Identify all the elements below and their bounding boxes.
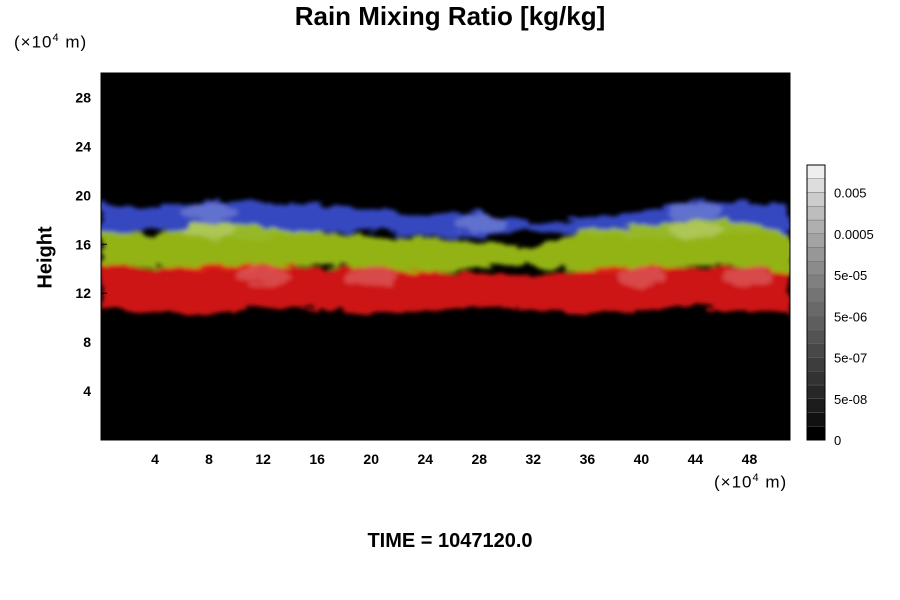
colorbar-tick-label: 0.0005 <box>834 227 874 242</box>
colorbar-tick-label: 5e-05 <box>834 268 867 283</box>
colorbar-tick-label: 5e-07 <box>834 351 867 366</box>
x-tick-label: 44 <box>688 451 704 467</box>
colorbar-cell <box>806 316 826 331</box>
rain-band-highlight <box>183 202 236 221</box>
y-tick-label: 20 <box>75 187 91 203</box>
colorbar-cell <box>806 192 826 207</box>
colorbar-cell <box>806 398 826 413</box>
colorbar-cell <box>806 288 826 303</box>
rain-band-highlight <box>453 214 506 233</box>
rain-field <box>101 200 790 315</box>
x-unit-exponent: 4 <box>752 472 760 484</box>
y-unit-prefix: (×10 <box>14 32 53 52</box>
x-tick-label: 32 <box>526 451 542 467</box>
y-unit-exponent: 4 <box>52 32 60 44</box>
colorbar-frame <box>806 164 826 441</box>
rain-band-highlight <box>183 221 236 240</box>
rain-band-highlight <box>237 265 290 284</box>
x-tick-label: 20 <box>363 451 379 467</box>
plot-area <box>101 73 790 440</box>
colorbar-cell <box>806 274 826 289</box>
colorbar-cell <box>806 357 826 372</box>
plot-frame <box>100 72 791 441</box>
time-label: TIME = 1047120.0 <box>367 530 533 552</box>
colorbar-cell <box>806 164 826 179</box>
colorbar-cell <box>806 247 826 262</box>
x-tick-label: 8 <box>205 451 213 467</box>
colorbar-tick-label: 0 <box>834 433 841 448</box>
x-unit-suffix: m) <box>759 472 788 492</box>
rain-band-highlight <box>669 221 722 240</box>
y-tick-label: 12 <box>75 285 91 301</box>
colorbar: 0 5e-08 5e-07 5e-06 5e-05 0.0005 0.005 <box>806 164 874 448</box>
colorbar-cell <box>806 371 826 386</box>
colorbar-cell <box>806 343 826 358</box>
x-tick-label: 24 <box>417 451 433 467</box>
colorbar-cell <box>806 219 826 234</box>
rain-band-yellow-green <box>101 219 790 273</box>
y-tick-label: 24 <box>75 138 91 154</box>
x-tick-label: 16 <box>309 451 325 467</box>
rain-band-highlight <box>723 268 776 287</box>
x-tick-label: 12 <box>255 451 271 467</box>
colorbar-cell <box>806 178 826 193</box>
rain-field-filtered <box>101 200 790 315</box>
y-tick-label: 4 <box>83 383 91 399</box>
colorbar-tick-label: 5e-08 <box>834 392 867 407</box>
y-tick-label: 28 <box>75 89 91 105</box>
x-tick-label: 48 <box>742 451 758 467</box>
colorbar-tick-label: 5e-06 <box>834 309 867 324</box>
y-tick-label: 8 <box>83 334 91 350</box>
colorbar-cell <box>806 233 826 248</box>
colorbar-cell <box>806 412 826 427</box>
x-tick-label: 36 <box>580 451 596 467</box>
x-tick-label: 4 <box>151 451 159 467</box>
rain-band-highlight <box>669 202 722 221</box>
colorbar-cell <box>806 384 826 399</box>
colorbar-cell <box>806 206 826 221</box>
chart-title: Rain Mixing Ratio [kg/kg] <box>294 1 606 31</box>
colorbar-cell <box>806 302 826 317</box>
x-unit-prefix: (×10 <box>714 472 753 492</box>
x-tick-label: 28 <box>471 451 487 467</box>
rain-band-highlight <box>345 268 398 287</box>
colorbar-cell <box>806 261 826 276</box>
y-unit-suffix: m) <box>59 32 88 52</box>
x-axis-unit: (×104 m) <box>714 472 787 493</box>
colorbar-cell <box>806 426 826 441</box>
y-axis-unit: (×104 m) <box>14 32 87 53</box>
y-tick-label: 16 <box>75 236 91 252</box>
colorbar-cell <box>806 329 826 344</box>
colorbar-tick-label: 0.005 <box>834 186 867 201</box>
rain-band-highlight <box>615 268 668 287</box>
x-tick-label: 40 <box>634 451 650 467</box>
